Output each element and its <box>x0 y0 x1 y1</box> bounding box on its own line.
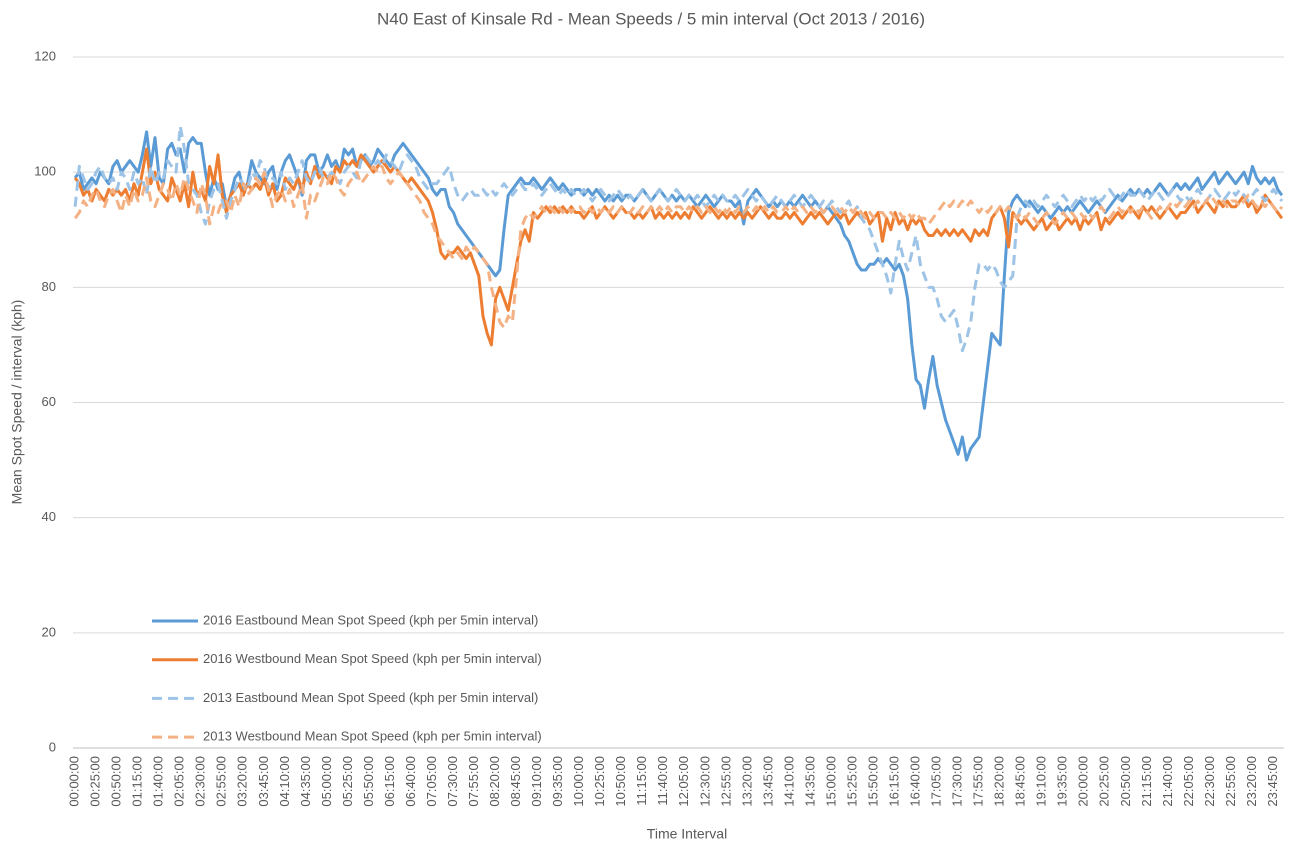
x-tick-label: 23:20:00 <box>1244 756 1259 807</box>
x-tick-label: 13:20:00 <box>739 756 754 807</box>
y-tick-label: 80 <box>42 279 56 294</box>
x-tick-label: 19:10:00 <box>1034 756 1049 807</box>
x-tick-label: 18:20:00 <box>992 756 1007 807</box>
legend-label: 2013 Eastbound Mean Spot Speed (kph per … <box>203 690 538 705</box>
x-tick-label: 05:00:00 <box>319 756 334 807</box>
y-tick-label: 20 <box>42 624 56 639</box>
x-tick-label: 01:40:00 <box>151 756 166 807</box>
x-tick-label: 06:15:00 <box>382 756 397 807</box>
x-tick-label: 16:40:00 <box>908 756 923 807</box>
x-tick-label: 22:30:00 <box>1202 756 1217 807</box>
x-tick-label: 10:50:00 <box>613 756 628 807</box>
x-tick-label: 22:55:00 <box>1223 756 1238 807</box>
x-tick-label: 01:15:00 <box>130 756 145 807</box>
series-line <box>73 130 1284 462</box>
x-tick-label: 11:15:00 <box>634 756 649 806</box>
x-tick-label: 12:55:00 <box>718 756 733 807</box>
x-tick-label: 14:35:00 <box>802 756 817 807</box>
x-tick-label: 20:25:00 <box>1097 756 1112 807</box>
x-tick-label: 12:05:00 <box>676 756 691 807</box>
x-tick-label: 21:40:00 <box>1160 756 1175 807</box>
series-line <box>73 124 1284 353</box>
x-tick-label: 17:05:00 <box>929 756 944 807</box>
x-tick-label: 06:40:00 <box>403 756 418 807</box>
x-tick-label: 13:45:00 <box>760 756 775 807</box>
chart-title: N40 East of Kinsale Rd - Mean Speeds / 5… <box>377 9 925 28</box>
x-tick-label: 20:00:00 <box>1076 756 1091 807</box>
y-tick-label: 60 <box>42 394 56 409</box>
x-tick-label: 07:55:00 <box>466 756 481 807</box>
legend-label: 2016 Westbound Mean Spot Speed (kph per … <box>203 651 542 666</box>
legend-label: 2016 Eastbound Mean Spot Speed (kph per … <box>203 612 538 627</box>
x-tick-label: 02:55:00 <box>214 756 229 807</box>
x-tick-label: 09:35:00 <box>550 756 565 807</box>
x-tick-label: 08:20:00 <box>487 756 502 807</box>
x-tick-label: 03:20:00 <box>235 756 250 807</box>
y-axis-title: Mean Spot Speed / interval (kph) <box>9 300 25 505</box>
x-tick-label: 10:00:00 <box>571 756 586 807</box>
x-tick-label: 08:45:00 <box>508 756 523 807</box>
x-tick-label: 12:30:00 <box>697 756 712 807</box>
x-tick-label: 23:45:00 <box>1265 756 1280 807</box>
x-tick-label: 15:00:00 <box>823 756 838 807</box>
x-tick-label: 00:00:00 <box>67 756 82 807</box>
legend-label: 2013 Westbound Mean Spot Speed (kph per … <box>203 729 542 744</box>
x-tick-label: 02:30:00 <box>193 756 208 807</box>
x-tick-label: 00:50:00 <box>109 756 124 807</box>
x-axis-title: Time Interval <box>647 826 727 842</box>
x-tick-label: 10:25:00 <box>592 756 607 807</box>
x-tick-label: 21:15:00 <box>1139 756 1154 807</box>
x-tick-label: 15:50:00 <box>865 756 880 807</box>
x-tick-label: 17:55:00 <box>971 756 986 807</box>
y-tick-label: 100 <box>34 164 56 179</box>
x-tick-label: 05:25:00 <box>340 756 355 807</box>
x-tick-label: 11:40:00 <box>655 756 670 806</box>
x-tick-label: 15:25:00 <box>844 756 859 807</box>
y-tick-label: 40 <box>42 509 56 524</box>
x-tick-label: 05:50:00 <box>361 756 376 807</box>
series-line <box>73 164 1284 330</box>
x-tick-label: 09:10:00 <box>529 756 544 807</box>
x-tick-label: 14:10:00 <box>781 756 796 807</box>
y-tick-label: 0 <box>49 739 56 754</box>
x-tick-label: 02:05:00 <box>172 756 187 807</box>
x-tick-label: 22:05:00 <box>1181 756 1196 807</box>
x-tick-label: 16:15:00 <box>886 756 901 807</box>
x-tick-label: 04:10:00 <box>277 756 292 807</box>
x-tick-label: 07:05:00 <box>424 756 439 807</box>
x-tick-label: 07:30:00 <box>445 756 460 807</box>
y-tick-label: 120 <box>34 48 56 63</box>
x-tick-label: 03:45:00 <box>256 756 271 807</box>
x-tick-label: 18:45:00 <box>1013 756 1028 807</box>
x-tick-label: 19:35:00 <box>1055 756 1070 807</box>
x-tick-label: 17:30:00 <box>950 756 965 807</box>
x-tick-label: 00:25:00 <box>88 756 103 807</box>
x-tick-label: 04:35:00 <box>298 756 313 807</box>
x-tick-label: 20:50:00 <box>1118 756 1133 807</box>
